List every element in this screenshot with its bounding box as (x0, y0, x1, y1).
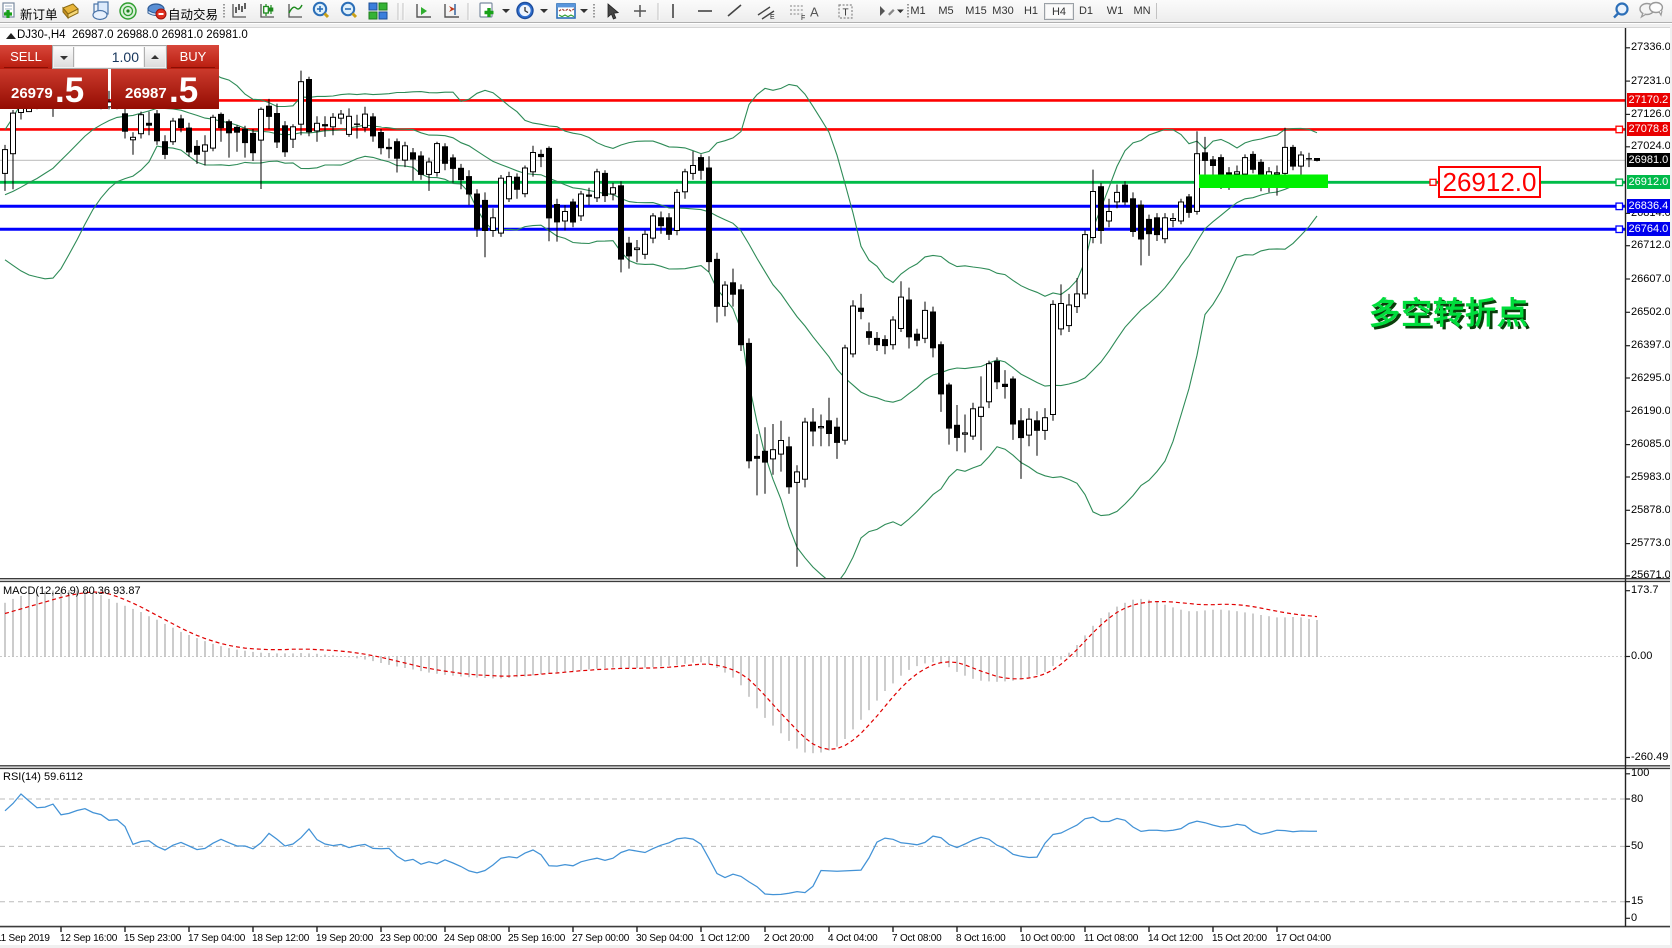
svg-text:E: E (770, 14, 775, 21)
svg-text:T: T (843, 8, 849, 19)
svg-text:A: A (810, 5, 819, 20)
svg-text:F: F (801, 15, 805, 22)
